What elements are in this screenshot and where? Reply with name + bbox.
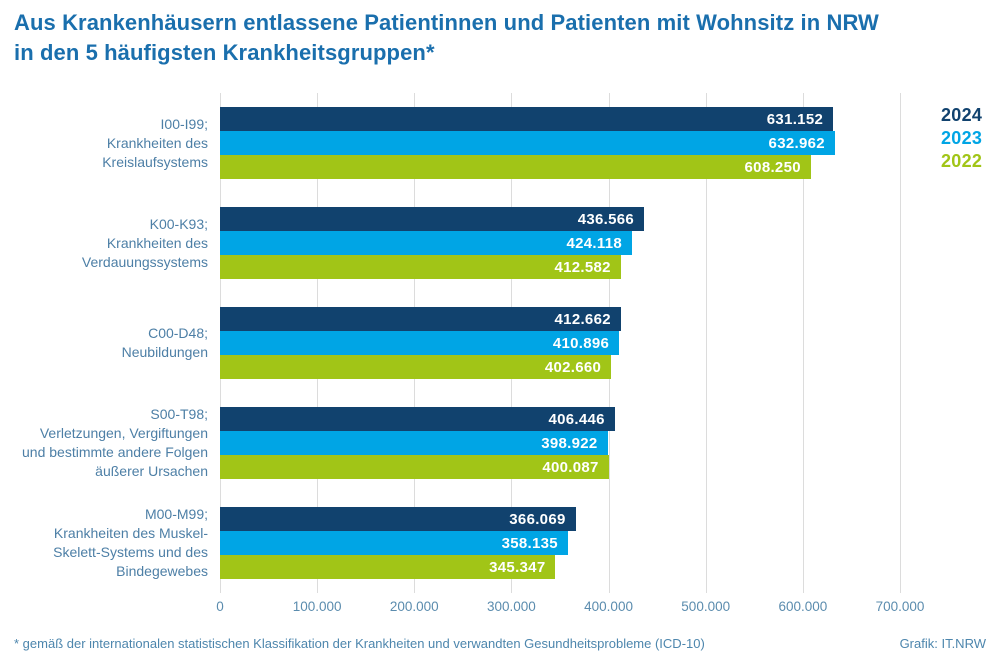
bar-value-label: 608.250 — [744, 158, 801, 176]
bar-2023-group-4: 358.135 — [220, 531, 568, 555]
chart-title: Aus Krankenhäusern entlassene Patientinn… — [14, 8, 879, 68]
bar-value-label: 345.347 — [489, 558, 546, 576]
bar-value-label: 402.660 — [544, 358, 602, 376]
bar-value-label: 424.118 — [566, 234, 622, 252]
legend: 2024 2023 2022 — [941, 104, 982, 173]
category-label-line: Verletzungen, Vergiftungen — [39, 425, 208, 441]
bar-2022-group-3: 400.087 — [220, 455, 609, 479]
legend-year-2022: 2022 — [941, 151, 983, 171]
category-label-line: Krankheiten des — [106, 235, 208, 251]
category-label-line: Skelett-Systems und des — [53, 544, 208, 560]
category-label-line: Bindegewebes — [116, 563, 208, 579]
category-label-line: C00-D48; — [148, 325, 208, 341]
bar-value-label: 412.582 — [554, 258, 611, 276]
bar-value-label: 412.662 — [554, 310, 611, 328]
gridline-700.000 — [900, 93, 901, 593]
tick-label-0: 0 — [216, 599, 224, 614]
category-label-line: S00-T98; — [150, 406, 208, 422]
category-label-line: Krankheiten des — [106, 135, 208, 151]
bar-2023-group-0: 632.962 — [220, 131, 835, 155]
tick-label-500.000: 500.000 — [681, 599, 731, 614]
bar-2022-group-0: 608.250 — [220, 155, 811, 179]
tick-label-300.000: 300.000 — [487, 599, 536, 614]
category-label-2: C00-D48; Neubildungen — [0, 324, 208, 362]
bar-2022-group-2: 402.660 — [220, 355, 612, 379]
bar-value-label: 406.446 — [548, 410, 605, 428]
tick-label-400.000: 400.000 — [584, 599, 633, 614]
category-label-line: M00-M99; — [144, 506, 208, 522]
bar-2022-group-1: 412.582 — [220, 255, 621, 279]
category-label-1: K00-K93; Krankheiten des Verdauungssystems — [0, 215, 208, 272]
category-label-line: Krankheiten des Muskel- — [53, 525, 208, 541]
chart-title-line-2: in den 5 häufigsten Krankheitsgruppen* — [14, 40, 435, 65]
bar-2024-group-1: 436.566 — [220, 207, 645, 231]
bar-2023-group-3: 398.922 — [220, 431, 608, 455]
category-label-line: und bestimmte andere Folgen — [22, 444, 208, 460]
bar-value-label: 631.152 — [766, 110, 824, 128]
bar-value-label: 358.135 — [501, 534, 558, 552]
category-label-line: äußerer Ursachen — [95, 463, 208, 479]
category-label-line: K00-K93; — [149, 216, 208, 232]
category-label-line: Neubildungen — [121, 344, 208, 360]
category-label-0: I00-I99; Krankheiten des Kreislaufsystems — [0, 115, 208, 172]
legend-year-2024: 2024 — [941, 105, 983, 125]
category-label-4: M00-M99; Krankheiten des Muskel- Skelett-S… — [0, 505, 208, 581]
bar-value-label: 366.069 — [509, 510, 566, 528]
tick-label-200.000: 200.000 — [389, 599, 439, 614]
gridline-500.000 — [705, 93, 707, 593]
legend-year-2023: 2023 — [941, 128, 983, 148]
tick-label-600.000: 600.000 — [778, 599, 828, 614]
bar-value-label: 410.896 — [552, 334, 610, 352]
bar-value-label: 398.922 — [541, 434, 598, 452]
bar-2024-group-3: 406.446 — [220, 407, 615, 431]
category-label-line: Verdauungssystems — [81, 254, 208, 270]
bar-value-label: 436.566 — [577, 210, 635, 228]
gridline-600.000 — [802, 93, 804, 593]
bar-value-label: 400.087 — [542, 458, 599, 476]
bar-2024-group-0: 631.152 — [220, 107, 834, 131]
plot-area: 631.152 632.962 608.250 436.566 424.118 412.5… — [220, 93, 901, 593]
tick-label-700.000: 700.000 — [875, 599, 925, 614]
bar-value-label: 632.962 — [768, 134, 825, 152]
chart-title-line-1: Aus Krankenhäusern entlassene Patientinn… — [14, 10, 879, 35]
category-label-line: I00-I99; — [160, 116, 208, 132]
bar-2023-group-2: 410.896 — [220, 331, 620, 355]
tick-label-100.000: 100.000 — [292, 599, 342, 614]
bar-2024-group-4: 366.069 — [220, 507, 576, 531]
category-label-3: S00-T98; Verletzungen, Vergiftungen und be… — [0, 405, 208, 481]
bar-2024-group-2: 412.662 — [220, 307, 621, 331]
category-label-line: Kreislaufsystems — [102, 154, 208, 170]
bar-2023-group-1: 424.118 — [220, 231, 632, 255]
credit: Grafik: IT.NRW — [899, 636, 986, 651]
footnote: * gemäß der internationalen statistische… — [14, 636, 705, 651]
bar-2022-group-4: 345.347 — [220, 555, 556, 579]
